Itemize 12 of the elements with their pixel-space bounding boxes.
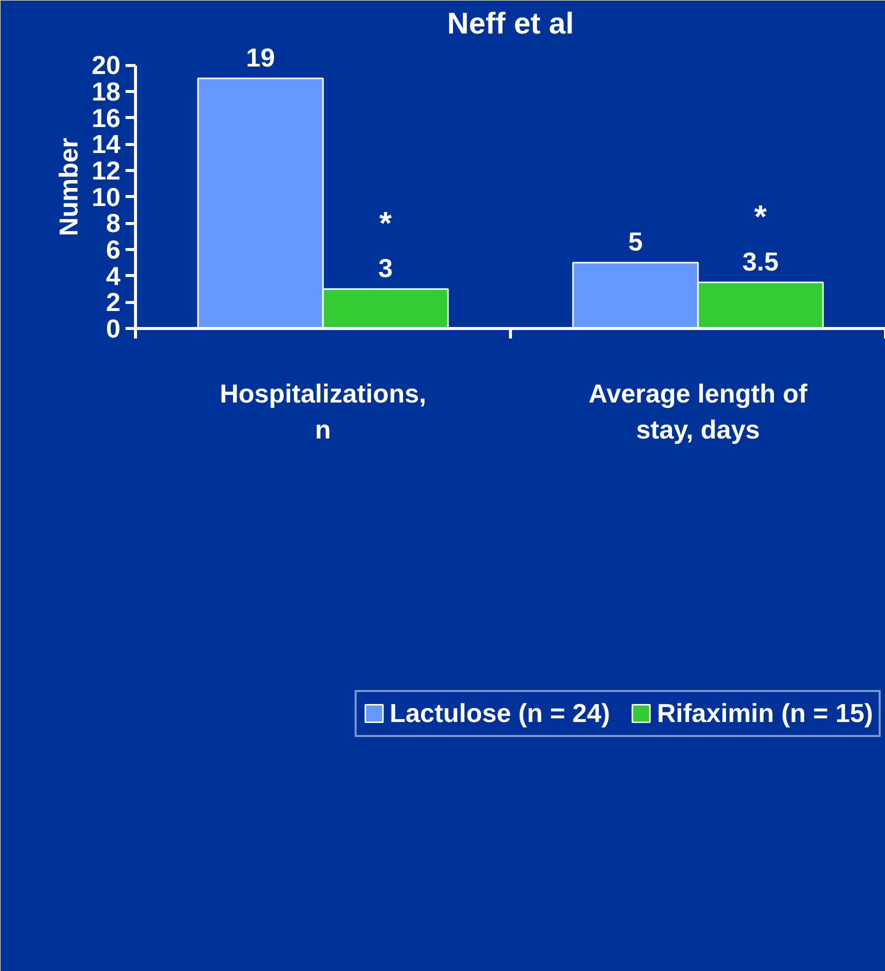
data-label: 5 — [628, 226, 643, 257]
data-label: 3.5 — [742, 246, 779, 276]
annotation: * — [754, 198, 768, 234]
legend-label: Rifaximin (n = 15) — [657, 698, 873, 728]
x-tick-label: Hospitalizations, n — [220, 378, 426, 444]
chart-title: Neff et al — [447, 8, 574, 40]
x-tick-label: Average length of stay, days — [588, 378, 808, 444]
data-label: 19 — [246, 42, 275, 72]
data-label: 3 — [378, 253, 393, 284]
y-axis-title: Number — [54, 138, 84, 236]
legend-label: Lactulose (n = 24) — [390, 698, 610, 728]
annotation: * — [379, 205, 392, 242]
